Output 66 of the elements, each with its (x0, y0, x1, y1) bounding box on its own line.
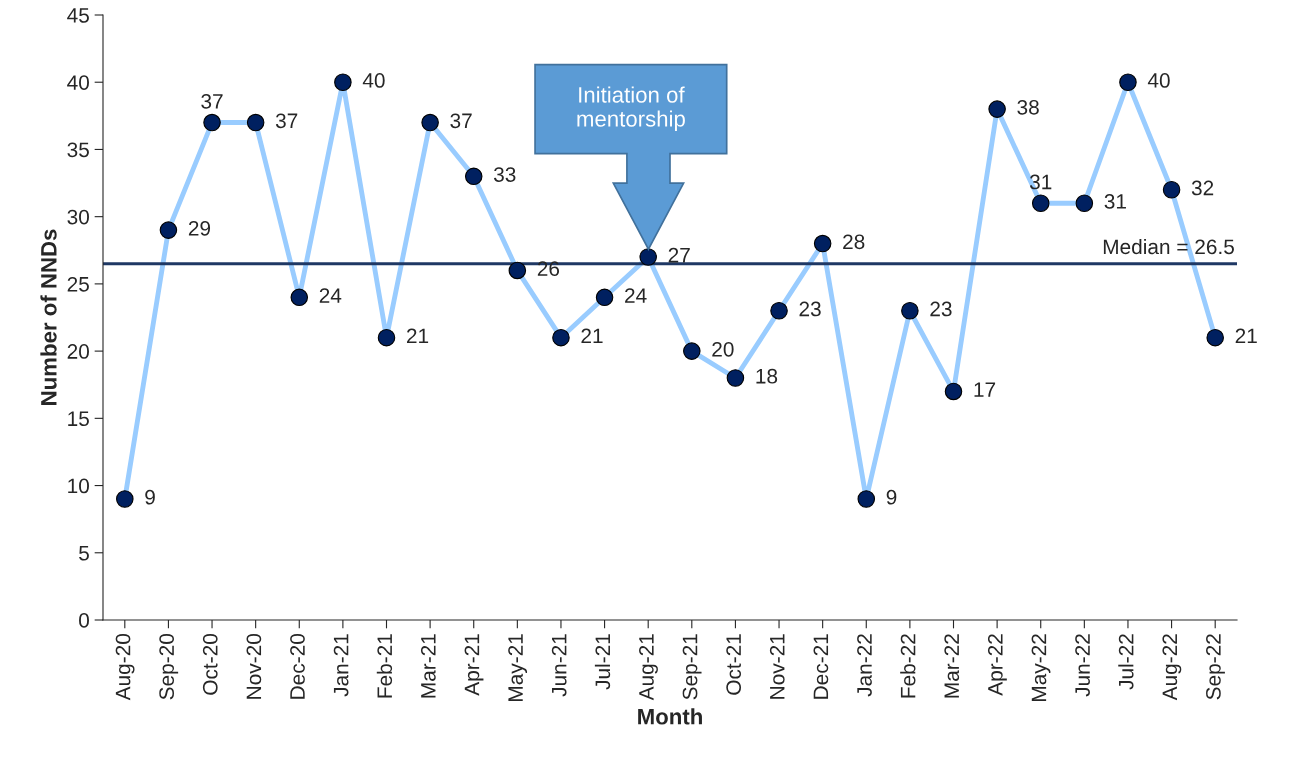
data-label: 18 (756, 368, 778, 384)
data-label: 27 (668, 247, 690, 263)
data-label: 37 (450, 113, 472, 129)
ref-line-label: Median = 26.5 (1103, 238, 1234, 255)
y-tick-label: 25 (67, 276, 89, 292)
y-tick-label: 35 (67, 142, 89, 158)
y-tick-label: 5 (79, 545, 89, 561)
x-tick-label: Mar-22 (944, 634, 960, 698)
data-label: 21 (581, 328, 603, 344)
x-tick-label: Feb-22 (900, 634, 916, 698)
data-label: 31 (1029, 174, 1052, 190)
x-tick-label: Nov-21 (769, 634, 785, 699)
x-tick-label: Aug-22 (1162, 634, 1182, 701)
y-tick-label: 20 (67, 344, 89, 359)
y-tick-label: 10 (68, 478, 89, 494)
data-label: 37 (275, 113, 298, 129)
y-tick-label: 30 (67, 209, 89, 225)
x-tick-label: Dec-20 (290, 634, 305, 699)
x-tick-label: May-21 (508, 634, 528, 701)
y-axis-title: Number of NNDs (40, 229, 57, 405)
data-label: 23 (930, 301, 952, 317)
data-label: 21 (406, 328, 429, 344)
x-tick-label: May-22 (1031, 634, 1051, 701)
annotation: Initiation of mentorship (577, 86, 685, 132)
x-tick-label: Apr-21 (464, 634, 484, 696)
data-label: 32 (1191, 180, 1214, 196)
data-label: 26 (537, 261, 560, 277)
data-label: 21 (1235, 328, 1257, 344)
x-tick-label: Apr-22 (987, 634, 1007, 696)
x-tick-label: Oct-20 (202, 634, 218, 695)
x-tick-label: Feb-21 (376, 634, 393, 698)
y-tick-label: 40 (67, 75, 89, 90)
data-label: 20 (712, 341, 734, 357)
x-tick-label: Mar-21 (420, 634, 436, 698)
x-tick-label: Nov-20 (246, 634, 262, 699)
x-tick-label: Oct-21 (726, 634, 742, 695)
x-tick-label: Aug-21 (639, 634, 658, 701)
x-tick-label: Sep-22 (1206, 634, 1225, 700)
x-tick-label: Jun-21 (551, 634, 567, 697)
data-label: 40 (362, 73, 385, 88)
data-label: 28 (843, 234, 865, 250)
data-label: 33 (493, 167, 516, 182)
x-tick-label: Aug-20 (115, 634, 135, 701)
x-tick-label: Jun-22 (1075, 634, 1090, 697)
y-tick-label: 0 (79, 613, 89, 628)
x-tick-label: Jan-22 (857, 634, 872, 697)
data-label: 40 (1147, 73, 1170, 88)
y-tick-label: 15 (68, 411, 89, 427)
y-tick-label: 45 (67, 8, 89, 23)
x-tick-label: Jan-21 (333, 634, 349, 697)
data-label: 17 (974, 382, 996, 397)
data-label: 9 (145, 489, 155, 505)
data-label: 23 (799, 301, 821, 317)
data-label: 37 (201, 93, 223, 109)
x-axis-title: Month (638, 708, 702, 725)
x-tick-label: Sep-20 (159, 634, 179, 700)
data-label: 29 (188, 220, 211, 236)
data-label: 9 (886, 489, 897, 505)
x-tick-label: Jul-22 (1118, 634, 1134, 690)
data-label: 38 (1017, 99, 1039, 115)
x-tick-label: Sep-21 (682, 634, 702, 700)
x-tick-label: Jul-21 (594, 634, 611, 690)
data-label: 24 (625, 288, 647, 303)
x-tick-label: Dec-21 (813, 634, 829, 699)
data-label: 24 (319, 288, 342, 303)
data-label: 31 (1104, 194, 1126, 209)
